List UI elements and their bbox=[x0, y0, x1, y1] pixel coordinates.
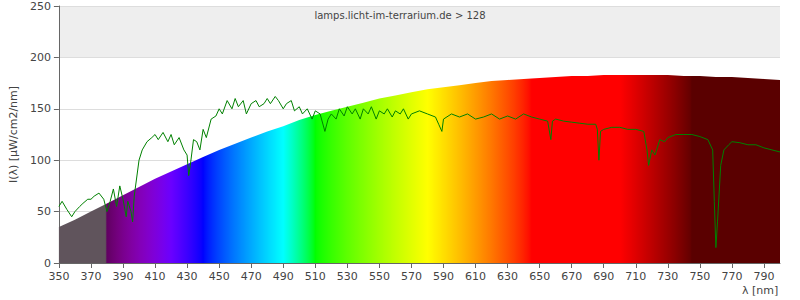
svg-text:lamps.licht-im-terrarium.de >: lamps.licht-im-terrarium.de > 128 bbox=[314, 10, 485, 21]
svg-text:150: 150 bbox=[30, 102, 51, 115]
svg-text:0: 0 bbox=[44, 257, 51, 270]
svg-text:630: 630 bbox=[497, 270, 518, 283]
svg-text:690: 690 bbox=[593, 270, 614, 283]
svg-text:530: 530 bbox=[337, 270, 358, 283]
svg-text:790: 790 bbox=[753, 270, 774, 283]
svg-text:670: 670 bbox=[561, 270, 582, 283]
svg-text:I(λ) [µW/cm2/nm]: I(λ) [µW/cm2/nm] bbox=[7, 86, 20, 183]
svg-text:370: 370 bbox=[80, 270, 101, 283]
svg-text:550: 550 bbox=[369, 270, 390, 283]
svg-text:570: 570 bbox=[401, 270, 422, 283]
svg-text:510: 510 bbox=[305, 270, 326, 283]
svg-text:λ [nm]: λ [nm] bbox=[742, 284, 778, 297]
svg-text:430: 430 bbox=[177, 270, 198, 283]
svg-text:350: 350 bbox=[48, 270, 69, 283]
svg-text:770: 770 bbox=[721, 270, 742, 283]
svg-text:610: 610 bbox=[465, 270, 486, 283]
svg-text:450: 450 bbox=[209, 270, 230, 283]
svg-text:710: 710 bbox=[625, 270, 646, 283]
svg-text:410: 410 bbox=[145, 270, 166, 283]
svg-text:590: 590 bbox=[433, 270, 454, 283]
svg-text:50: 50 bbox=[37, 205, 51, 218]
svg-text:390: 390 bbox=[112, 270, 133, 283]
svg-text:730: 730 bbox=[657, 270, 678, 283]
svg-text:490: 490 bbox=[273, 270, 294, 283]
svg-text:100: 100 bbox=[30, 154, 51, 167]
svg-text:650: 650 bbox=[529, 270, 550, 283]
svg-text:470: 470 bbox=[241, 270, 262, 283]
svg-text:250: 250 bbox=[30, 0, 51, 13]
svg-text:750: 750 bbox=[689, 270, 710, 283]
svg-text:200: 200 bbox=[30, 51, 51, 64]
